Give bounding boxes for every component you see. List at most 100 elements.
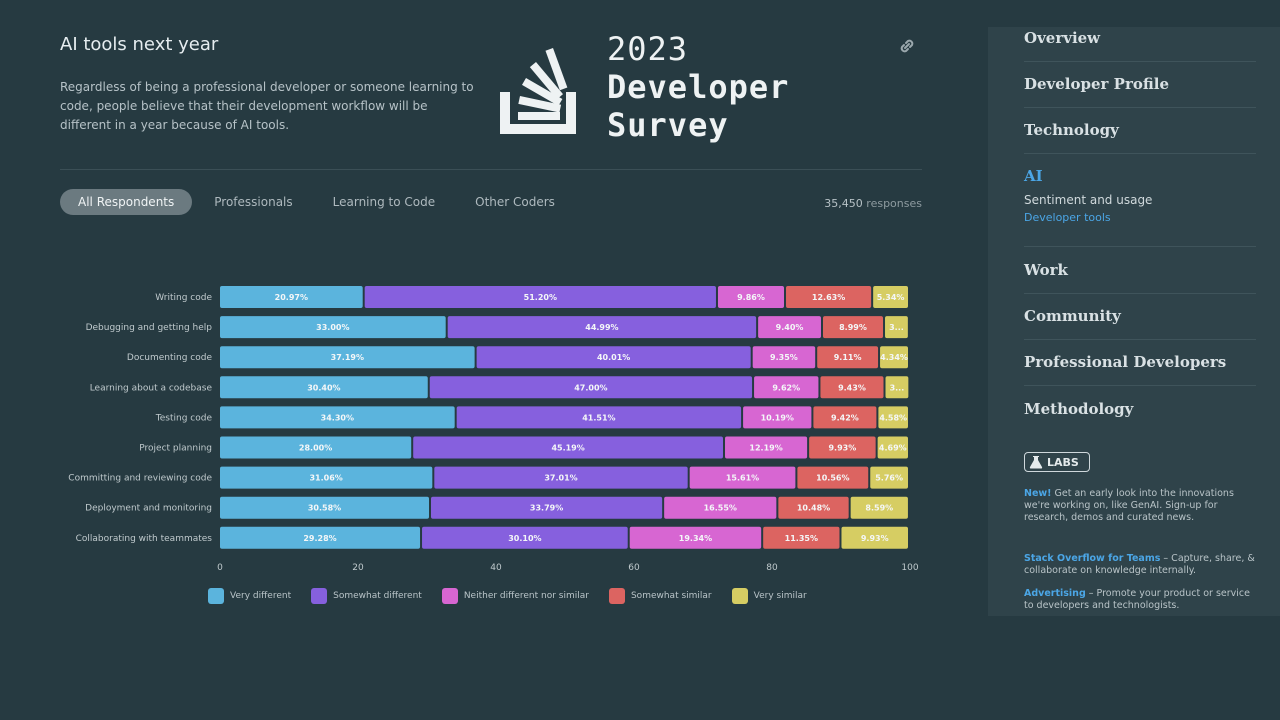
data-label: 33.79%: [530, 504, 563, 513]
bar-segment: [429, 376, 753, 399]
bar-segment: [220, 496, 430, 519]
sidebar-ai-sentiment[interactable]: Sentiment and usage: [1024, 193, 1153, 207]
row-label: Learning about a codebase: [90, 383, 213, 393]
page-description: Regardless of being a professional devel…: [60, 80, 474, 132]
bar-segment: [817, 346, 879, 369]
data-label: 45.19%: [551, 444, 584, 453]
x-tick-label: 100: [901, 563, 918, 573]
data-label: 5.34%: [877, 293, 905, 302]
bar-segment: [885, 376, 909, 399]
data-label: 9.86%: [737, 293, 765, 302]
data-label: 33.00%: [316, 323, 349, 332]
respondent-tabs: All Respondents Professionals Learning t…: [60, 189, 577, 215]
legend-item[interactable]: Neither different nor similar: [441, 588, 589, 604]
promo-labs: New! Get an early look into the innovati…: [1024, 488, 1260, 524]
bar-segment: [880, 346, 908, 369]
tab-all-respondents[interactable]: All Respondents: [60, 189, 193, 215]
data-label: 41.51%: [582, 413, 615, 422]
bar-segment: [364, 286, 716, 308]
sidebar-item-developer-profile[interactable]: Developer Profile: [1024, 75, 1256, 108]
data-label: 40.01%: [597, 353, 630, 362]
promo-teams-link[interactable]: Stack Overflow for Teams: [1024, 553, 1161, 564]
legend-swatch: [311, 588, 328, 604]
data-label: 9.11%: [834, 353, 862, 362]
legend-swatch: [731, 588, 748, 604]
data-label: 5.76%: [875, 474, 903, 483]
sidebar-item-overview[interactable]: Overview: [1024, 29, 1256, 62]
bar-segment: [717, 286, 785, 308]
data-label: 3...: [890, 383, 905, 392]
data-label: 8.59%: [865, 504, 893, 513]
link-icon[interactable]: [898, 38, 916, 54]
promo-labs-text: Get an early look into the innovations w…: [1024, 488, 1234, 523]
data-label: 37.19%: [331, 353, 364, 362]
bar-segment: [870, 466, 908, 489]
bar-segment: [885, 316, 908, 339]
data-label: 29.28%: [303, 534, 336, 543]
bar-segment: [841, 526, 908, 549]
data-label: 10.48%: [797, 504, 830, 513]
legend-item[interactable]: Very different: [208, 588, 291, 604]
row-label: Debugging and getting help: [86, 323, 213, 333]
data-label: 12.63%: [812, 293, 845, 302]
data-label: 30.58%: [308, 504, 341, 513]
legend-item[interactable]: Somewhat similar: [608, 588, 712, 604]
legend-swatch: [608, 588, 625, 604]
legend-item[interactable]: Somewhat different: [311, 588, 422, 604]
promo-labs-link[interactable]: New!: [1024, 488, 1052, 499]
bar-segment: [413, 436, 724, 459]
promo-advertising-link[interactable]: Advertising: [1024, 588, 1086, 599]
promo-teams-text: – Capture, share, & collaborate on knowl…: [1024, 553, 1255, 576]
legend-swatch: [208, 588, 224, 604]
row-label: Deployment and monitoring: [85, 504, 212, 514]
bar-segment: [763, 526, 840, 549]
bar-segment: [786, 286, 872, 308]
sidebar-item-professional-developers[interactable]: Professional Developers: [1024, 353, 1256, 386]
bar-segment: [431, 496, 663, 519]
sidebar-item-community[interactable]: Community: [1024, 307, 1256, 340]
bar-segment: [220, 466, 433, 489]
sidebar-item-work[interactable]: Work: [1024, 261, 1256, 294]
tab-other-coders[interactable]: Other Coders: [475, 195, 555, 209]
tab-professionals[interactable]: Professionals: [214, 195, 293, 209]
promo-teams: Stack Overflow for Teams – Capture, shar…: [1024, 553, 1260, 577]
data-label: 10.56%: [816, 474, 849, 483]
page-title: AI tools next year: [60, 34, 219, 55]
sidebar-ai-developer-tools[interactable]: Developer tools: [1024, 211, 1111, 224]
labs-label: LABS: [1047, 455, 1079, 469]
sidebar-item-technology[interactable]: Technology: [1024, 121, 1256, 154]
data-label: 9.62%: [772, 383, 800, 392]
sidebar-item-ai[interactable]: AI Sentiment and usage Developer tools: [1024, 167, 1256, 247]
row-label: Documenting code: [127, 353, 213, 363]
bar-segment: [664, 496, 777, 519]
labs-badge[interactable]: LABS: [1024, 452, 1090, 472]
x-tick-label: 80: [766, 563, 778, 573]
x-tick-label: 0: [217, 563, 223, 573]
sidebar-item-ai-label[interactable]: AI: [1024, 167, 1043, 185]
sidebar-nav: Overview Developer Profile Technology AI…: [988, 27, 1280, 616]
data-label: 30.40%: [307, 383, 340, 392]
legend-label: Somewhat different: [333, 591, 422, 601]
flask-icon: [1029, 456, 1043, 469]
bar-segment: [878, 406, 908, 429]
bar-segment: [689, 466, 796, 489]
data-label: 4.69%: [879, 444, 907, 453]
data-label: 28.00%: [299, 444, 332, 453]
stack-overflow-logo: [500, 48, 576, 134]
bar-segment: [850, 496, 908, 519]
data-label: 8.99%: [839, 323, 867, 332]
legend-item[interactable]: Very similar: [731, 588, 807, 604]
bar-segment: [725, 436, 808, 459]
bar-segment: [220, 436, 412, 459]
data-label: 16.55%: [704, 504, 737, 513]
x-tick-label: 40: [490, 563, 502, 573]
promo-advertising-text: – Promote your product or service to dev…: [1024, 588, 1250, 611]
legend-swatch: [441, 588, 458, 604]
data-label: 44.99%: [585, 323, 618, 332]
response-count-value: 35,450: [824, 197, 863, 210]
sidebar-item-methodology[interactable]: Methodology: [1024, 400, 1134, 418]
row-label: Testing code: [155, 413, 213, 423]
data-label: 9.35%: [770, 353, 798, 362]
tab-learning-to-code[interactable]: Learning to Code: [332, 195, 436, 209]
row-label: Collaborating with teammates: [76, 534, 213, 544]
